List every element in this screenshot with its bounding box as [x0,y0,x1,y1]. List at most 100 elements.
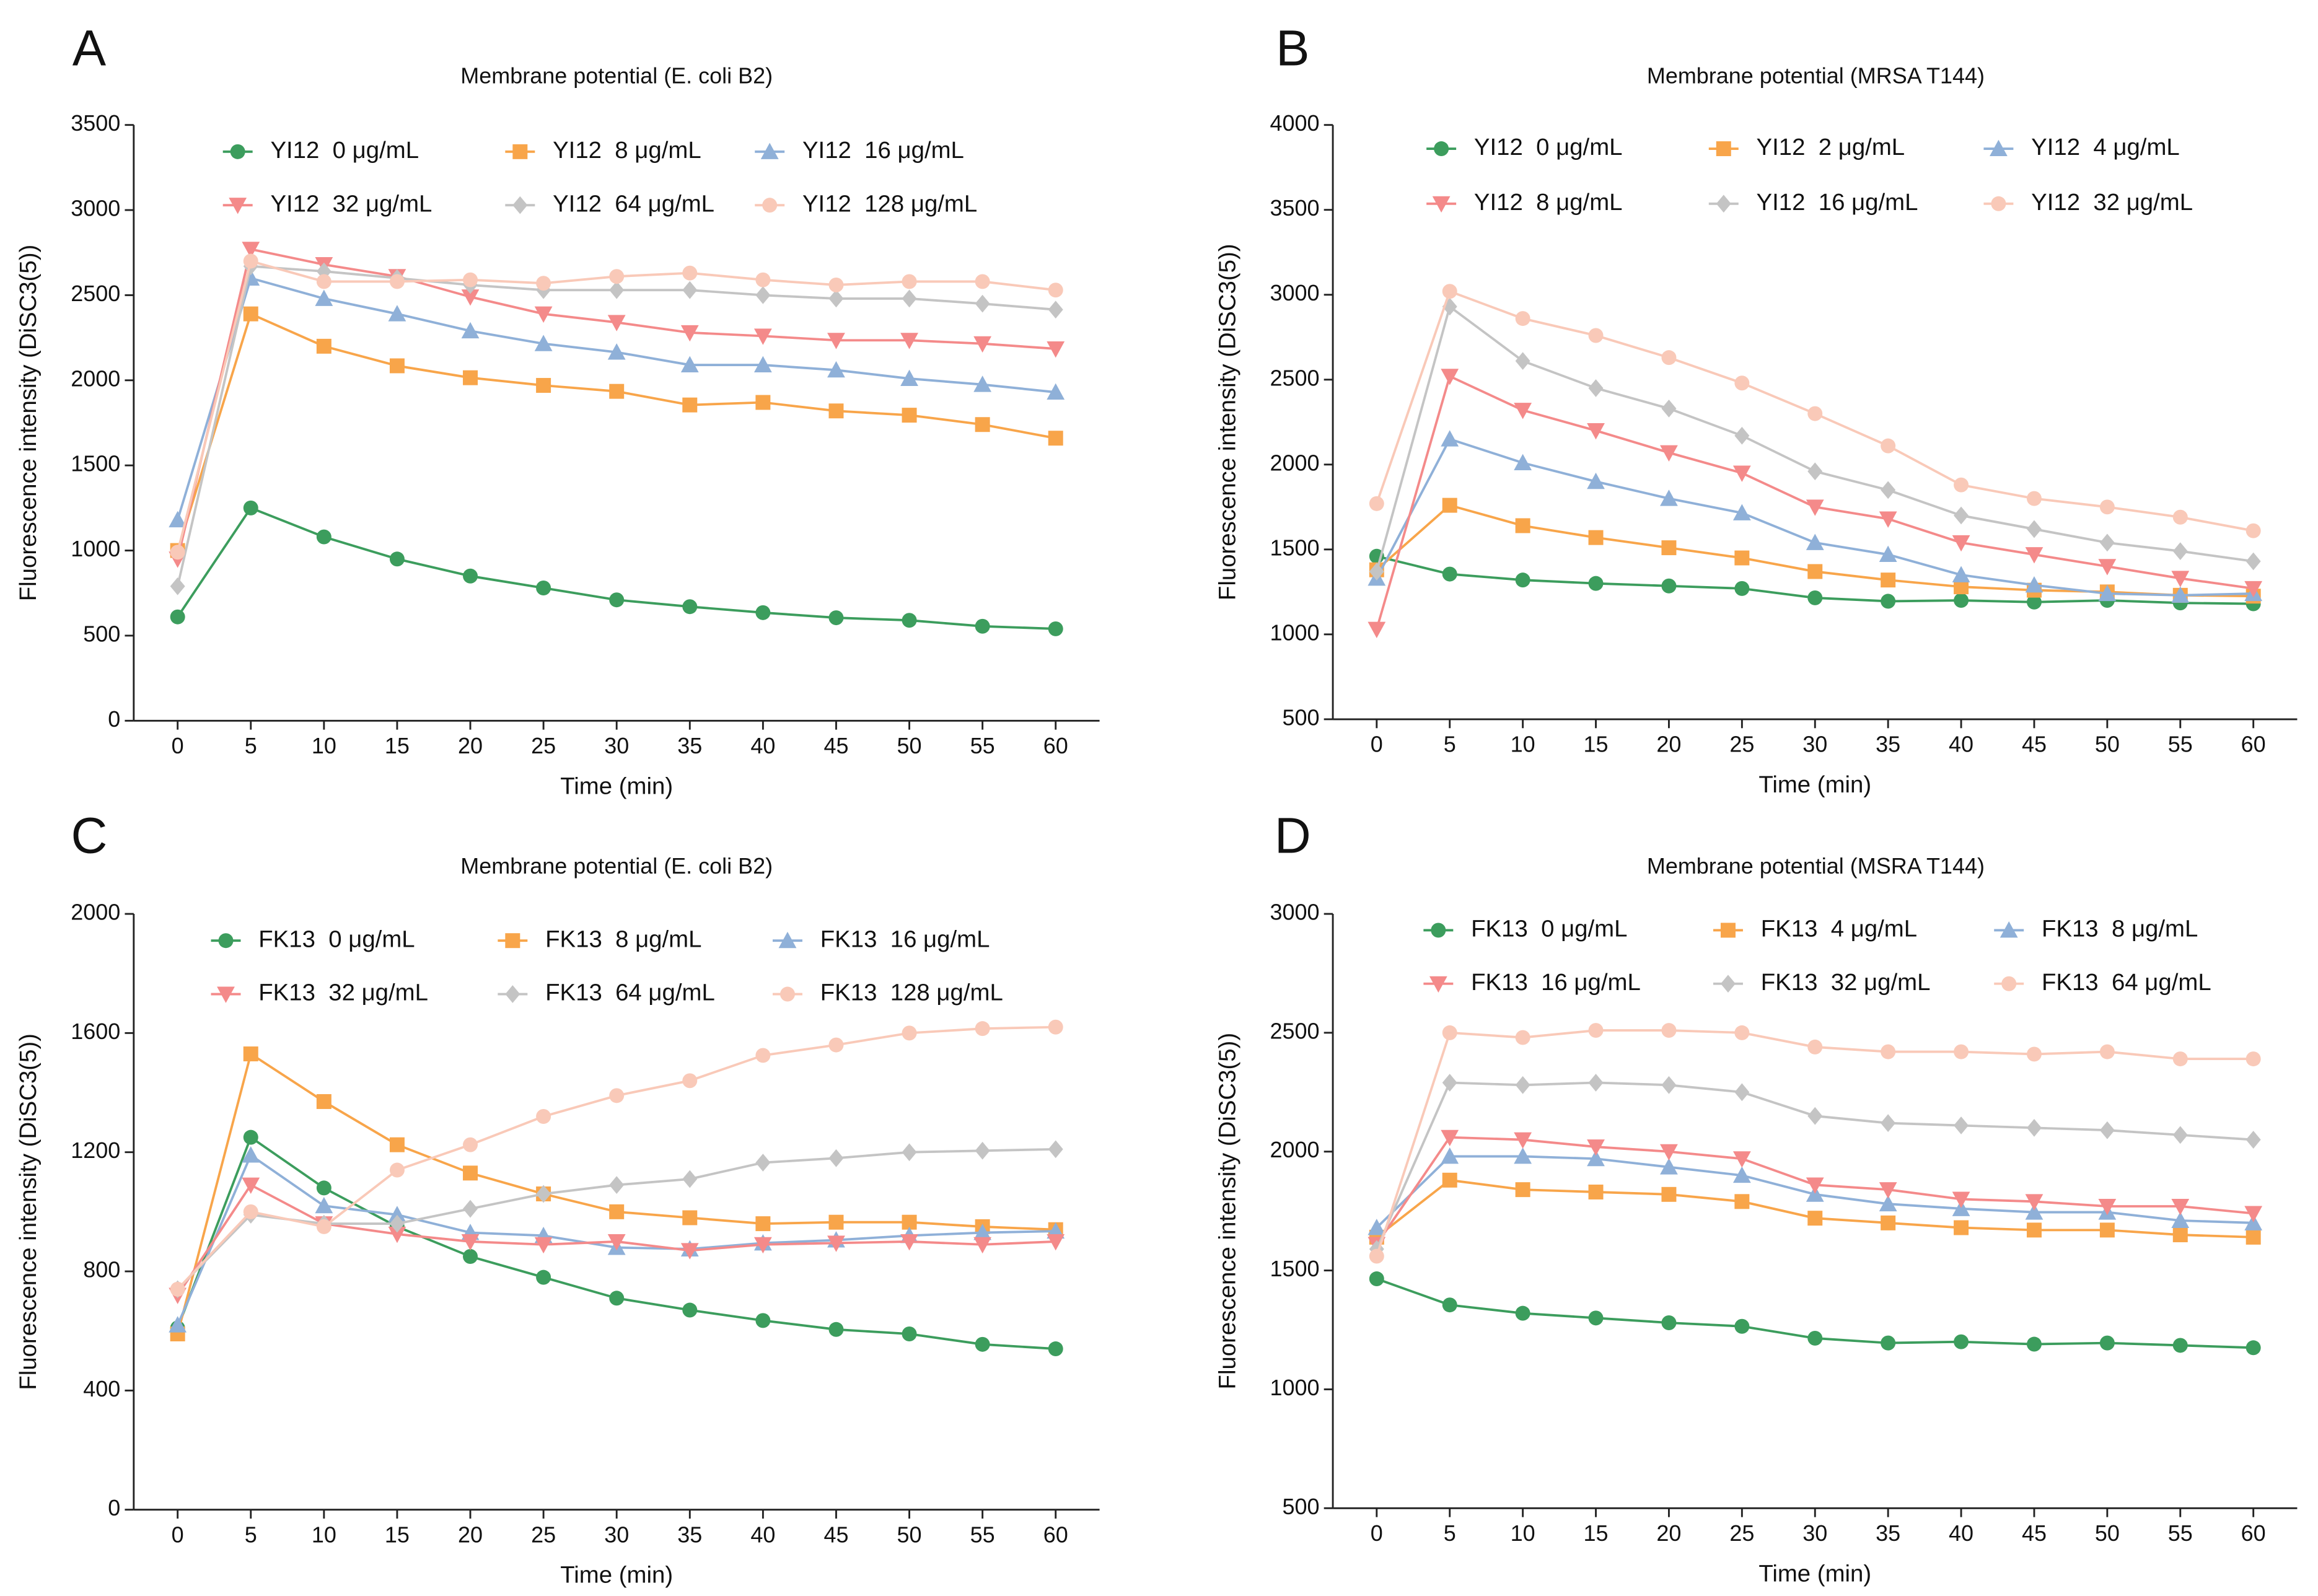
marker [973,336,992,353]
legend-marker [779,986,795,1002]
marker [1954,1116,1969,1134]
marker [609,269,625,284]
marker [242,1146,260,1163]
chart-title: Membrane potential (E. coli B2) [460,63,773,88]
marker [975,294,990,313]
marker [536,276,551,291]
x-tick-label: 15 [1584,1520,1609,1546]
marker [1661,1023,1677,1038]
marker [827,1235,845,1252]
marker [170,609,185,625]
x-tick-label: 50 [2095,732,2120,757]
marker [1048,283,1063,298]
marker [1807,590,1823,605]
legend-label: FK13 4 μg/mL [1761,916,1917,942]
marker [243,500,258,515]
x-tick-label: 50 [897,733,922,758]
marker [682,599,698,615]
marker [828,1322,844,1337]
marker [755,272,771,287]
marker [169,511,187,528]
marker [1048,1341,1063,1357]
marker [2025,1203,2044,1220]
marker [1661,1076,1677,1094]
marker [2099,1044,2115,1059]
marker [1954,1044,1969,1059]
series-line [177,1147,1056,1291]
marker [1879,545,1897,563]
marker [2098,559,2117,576]
x-tick-label: 55 [2168,1520,2193,1546]
marker [1514,1132,1532,1149]
legend-label: YI12 16 μg/mL [1757,189,1918,216]
x-tick-label: 50 [897,1522,922,1547]
marker [389,358,405,374]
x-tick-label: 15 [1584,732,1609,757]
marker [975,1021,990,1037]
marker [534,335,553,351]
marker [975,1141,990,1160]
marker [2246,1131,2261,1149]
marker [902,1326,917,1341]
marker [1732,1166,1751,1183]
y-tick-label: 3500 [71,110,120,136]
x-tick-label: 25 [1729,732,1754,757]
marker [902,1214,917,1230]
legend-marker [2000,921,2018,938]
marker [902,408,917,423]
legend-label: FK13 64 μg/mL [545,980,715,1006]
marker [682,1302,698,1318]
marker [1734,375,1750,391]
marker [2026,1336,2042,1352]
series-line [177,506,1056,630]
legend-label: YI12 128 μg/mL [802,190,977,217]
marker [2246,1229,2261,1245]
x-tick-label: 0 [172,733,184,758]
marker [1807,1330,1823,1346]
x-tick-label: 30 [604,1522,629,1547]
x-tick-label: 5 [245,1522,257,1547]
marker [1515,1076,1530,1094]
marker [973,1224,992,1240]
marker [1047,1234,1065,1251]
marker [1588,379,1604,397]
y-tick-label: 3000 [1270,900,1319,925]
marker [389,551,405,567]
panel-label: C [71,808,107,864]
marker [1879,1182,1897,1199]
marker [755,1154,771,1172]
x-tick-label: 55 [970,1522,995,1547]
marker [902,613,917,628]
y-tick-label: 2000 [71,366,120,391]
marker [1047,341,1065,358]
marker [1807,1211,1823,1226]
x-tick-label: 15 [385,733,410,758]
legend-marker [1432,196,1451,213]
marker [1369,1248,1384,1264]
marker [1734,550,1750,566]
marker [1515,572,1530,588]
legend-label: FK13 16 μg/mL [820,926,990,952]
marker [463,1165,478,1181]
marker [1881,1044,1896,1059]
marker [828,289,844,308]
marker [1442,498,1457,513]
marker [2172,1338,2188,1353]
legend-label: YI12 0 μg/mL [270,137,419,164]
x-tick-label: 60 [1043,733,1068,758]
x-tick-label: 45 [2022,732,2047,757]
marker [1369,1271,1384,1287]
series-line [1375,304,2254,572]
marker [2171,571,2190,587]
series-line [1376,504,2254,598]
marker [1587,472,1605,489]
chart-title: Membrane potential (E. coli B2) [460,853,773,879]
x-tick-label: 40 [750,1522,775,1547]
marker [609,384,625,399]
x-tick-label: 30 [1802,732,1827,757]
marker [902,1143,917,1162]
marker [975,1336,990,1352]
marker [755,1216,771,1232]
marker [1807,564,1823,579]
marker [534,1237,553,1254]
